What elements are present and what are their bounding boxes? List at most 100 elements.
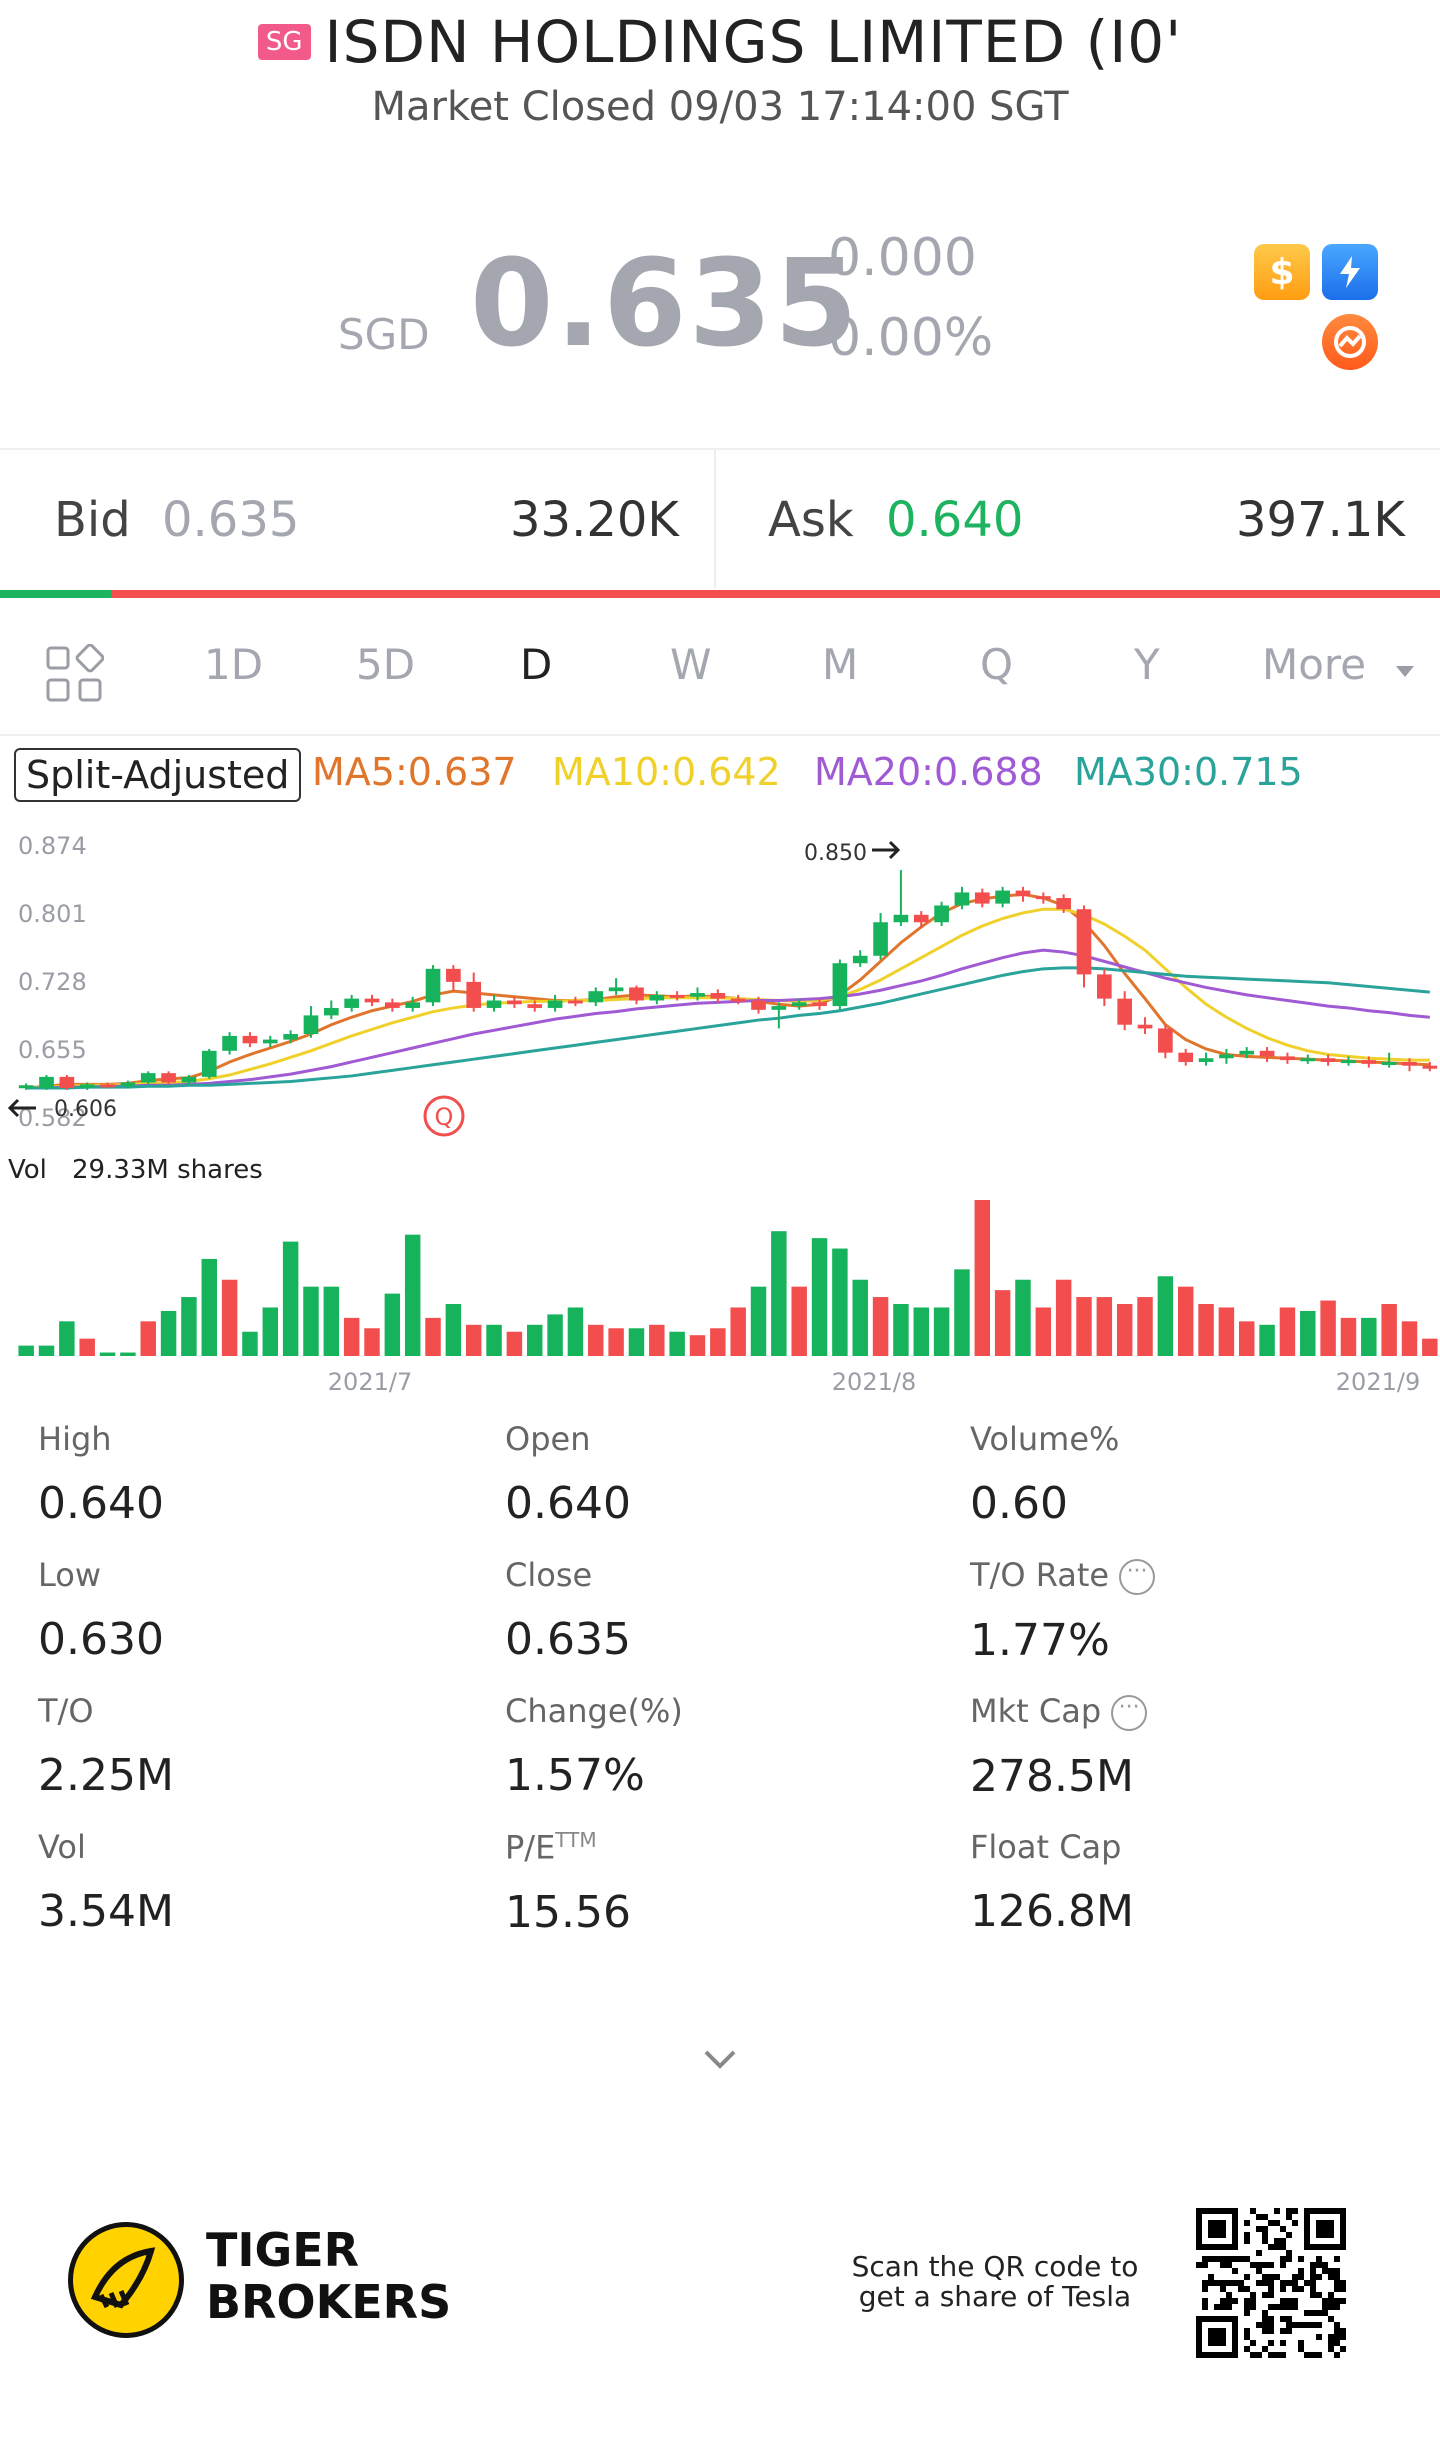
volume-bar — [547, 1314, 563, 1356]
stat-label: T/O Rate ··· — [970, 1556, 1156, 1595]
tiger-logo — [68, 2222, 184, 2338]
divider — [0, 734, 1440, 736]
x-tick-label: 2021/7 — [328, 1368, 412, 1396]
qr-module — [1328, 2274, 1334, 2280]
qr-module — [1256, 2322, 1262, 2328]
qr-module — [1256, 2250, 1262, 2256]
stat-label: High — [38, 1420, 112, 1458]
split-adjusted-button[interactable]: Split-Adjusted — [14, 748, 302, 802]
candle-body — [79, 1084, 95, 1089]
qr-module — [1334, 2274, 1340, 2280]
qr-module — [1262, 2322, 1268, 2328]
y-tick-label: 0.801 — [18, 900, 87, 928]
candle-body — [730, 998, 746, 1002]
tab-more[interactable]: More — [1262, 640, 1367, 689]
last-price: 0.635 — [470, 235, 860, 374]
price-change-pct: 0.00% — [828, 308, 994, 368]
tab-d[interactable]: D — [520, 640, 553, 689]
stat-label: P/ETTM — [505, 1828, 597, 1867]
qr-module — [1262, 2316, 1268, 2322]
qr-module — [1262, 2232, 1268, 2238]
event-q-label: Q — [435, 1103, 454, 1131]
candle-body — [893, 914, 909, 923]
qr-module — [1208, 2256, 1214, 2262]
chart-circle-icon[interactable] — [1322, 314, 1378, 370]
more-info-icon[interactable]: ··· — [1119, 1559, 1156, 1595]
stat-float-cap: Float Cap 126.8M — [970, 1828, 1134, 1937]
volume-bar — [1361, 1317, 1377, 1356]
volume-bar — [120, 1352, 136, 1356]
lightning-icon[interactable] — [1322, 244, 1378, 300]
qr-module — [1334, 2298, 1340, 2304]
qr-module — [1298, 2256, 1304, 2262]
tab-m[interactable]: M — [822, 640, 859, 689]
candle-body — [1219, 1054, 1234, 1059]
candle-body — [527, 1004, 543, 1008]
volume-bar — [1279, 1307, 1296, 1356]
qr-module — [1268, 2340, 1274, 2346]
price-chart[interactable]: 0.874 0.801 0.728 0.655 0.582 0.850 0.606 Q Vol 2… — [0, 820, 1440, 1400]
qr-module — [1286, 2208, 1292, 2214]
more-info-icon[interactable]: ··· — [1111, 1695, 1148, 1731]
stat-t-o-rate: T/O Rate ··· 1.77% — [970, 1556, 1156, 1666]
volume-bar — [282, 1241, 299, 1356]
bid-ratio-fill — [0, 590, 111, 598]
volume-bar — [791, 1286, 807, 1356]
qr-module — [1322, 2268, 1328, 2274]
qr-module — [1232, 2256, 1238, 2262]
qr-module — [1250, 2304, 1256, 2310]
qr-module — [1280, 2304, 1286, 2310]
caret-down-icon[interactable] — [1394, 664, 1416, 680]
qr-module — [1304, 2280, 1310, 2286]
qr-module — [1280, 2238, 1286, 2244]
volume-bar — [1015, 1279, 1031, 1356]
footer: TIGER BROKERS Scan the QR code to get a … — [0, 2200, 1440, 2400]
tab-y[interactable]: Y — [1134, 640, 1160, 689]
qr-module — [1286, 2256, 1292, 2262]
header: SG ISDN HOLDINGS LIMITED (I0' Market Clo… — [0, 0, 1440, 140]
chevron-down-icon[interactable] — [700, 2040, 740, 2080]
brand-line-2: BROKERS — [206, 2275, 452, 2329]
qr-module — [1280, 2340, 1286, 2346]
volume-bar — [730, 1307, 746, 1356]
tab-5d[interactable]: 5D — [356, 640, 416, 689]
qr-module — [1202, 2262, 1208, 2268]
volume-bar — [954, 1269, 970, 1356]
candle-body — [1381, 1061, 1397, 1065]
candle-body — [486, 1000, 502, 1008]
qr-module — [1244, 2286, 1250, 2292]
volume-bar — [38, 1345, 55, 1356]
volume-bar — [832, 1248, 848, 1356]
qr-module — [1280, 2316, 1286, 2322]
qr-module — [1280, 2328, 1286, 2334]
qr-module — [1292, 2304, 1298, 2310]
candle-body — [161, 1073, 176, 1083]
qr-module — [1262, 2274, 1268, 2280]
dollar-icon[interactable]: $ — [1254, 244, 1310, 300]
qr-module — [1244, 2346, 1250, 2352]
qr-module — [1268, 2304, 1274, 2310]
qr-module — [1268, 2292, 1274, 2298]
stat-value: 0.60 — [970, 1478, 1068, 1529]
qr-module — [1202, 2298, 1208, 2304]
volume-bar — [852, 1279, 868, 1356]
layout-grid-icon[interactable] — [44, 644, 104, 704]
tab-1d[interactable]: 1D — [204, 640, 264, 689]
qr-module — [1286, 2316, 1292, 2322]
volume-bar — [1381, 1304, 1397, 1356]
volume-bar — [59, 1321, 75, 1356]
candle-body — [812, 1002, 827, 1007]
stat-value: 0.630 — [38, 1614, 164, 1665]
qr-module — [1280, 2262, 1286, 2268]
tab-q[interactable]: Q — [980, 640, 1014, 689]
candle-body — [751, 1000, 766, 1010]
ma10-label: MA10:0.642 — [552, 750, 781, 794]
brand-line-1: TIGER — [206, 2223, 360, 2277]
candle-body — [242, 1035, 258, 1044]
tab-w[interactable]: W — [670, 640, 712, 689]
qr-module — [1340, 2286, 1346, 2292]
qr-module — [1334, 2322, 1340, 2328]
candle-body — [995, 890, 1010, 904]
stat-vol: Vol 3.54M — [38, 1828, 174, 1937]
